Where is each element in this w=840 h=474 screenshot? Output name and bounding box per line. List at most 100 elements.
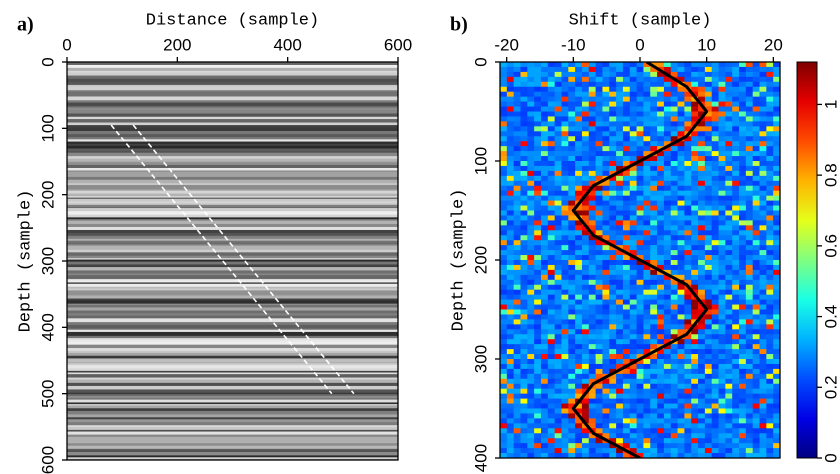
heatmap-cell bbox=[534, 67, 541, 72]
heatmap-cell bbox=[616, 116, 623, 121]
heatmap-cell bbox=[548, 240, 555, 245]
heatmap-cell bbox=[589, 112, 596, 117]
heatmap-cell bbox=[691, 310, 698, 315]
heatmap-cell bbox=[507, 300, 514, 305]
heatmap-cell bbox=[500, 389, 507, 394]
heatmap-cell bbox=[575, 250, 582, 255]
heatmap-cell bbox=[739, 418, 746, 423]
heatmap-cell bbox=[568, 260, 575, 265]
heatmap-cell bbox=[568, 250, 575, 255]
heatmap-cell bbox=[684, 314, 691, 319]
heatmap-cell bbox=[520, 310, 527, 315]
heatmap-cell bbox=[500, 448, 507, 453]
heatmap-cell bbox=[650, 112, 657, 117]
heatmap-cell bbox=[555, 394, 562, 399]
heatmap-cell bbox=[698, 235, 705, 240]
heatmap-cell bbox=[609, 423, 616, 428]
heatmap-cell bbox=[732, 270, 739, 275]
heatmap-cell bbox=[514, 270, 521, 275]
heatmap-cell bbox=[589, 201, 596, 206]
heatmap-cell bbox=[637, 240, 644, 245]
heatmap-cell bbox=[500, 443, 507, 448]
heatmap-cell bbox=[719, 102, 726, 107]
heatmap-cell bbox=[623, 240, 630, 245]
heatmap-cell bbox=[534, 121, 541, 126]
heatmap-cell bbox=[753, 161, 760, 166]
heatmap-cell bbox=[746, 275, 753, 280]
heatmap-cell bbox=[671, 305, 678, 310]
heatmap-cell bbox=[705, 92, 712, 97]
heatmap-cell bbox=[630, 399, 637, 404]
heatmap-cell bbox=[527, 349, 534, 354]
heatmap-cell bbox=[527, 399, 534, 404]
heatmap-cell bbox=[582, 399, 589, 404]
heatmap-cell bbox=[500, 384, 507, 389]
heatmap-cell bbox=[602, 112, 609, 117]
heatmap-cell bbox=[732, 176, 739, 181]
image-stripe bbox=[67, 300, 398, 304]
heatmap-cell bbox=[555, 171, 562, 176]
heatmap-cell bbox=[746, 67, 753, 72]
heatmap-cell bbox=[609, 112, 616, 117]
heatmap-cell bbox=[705, 379, 712, 384]
heatmap-cell bbox=[698, 186, 705, 191]
heatmap-cell bbox=[739, 92, 746, 97]
heatmap-cell bbox=[527, 225, 534, 230]
heatmap-cell bbox=[514, 384, 521, 389]
heatmap-cell bbox=[732, 72, 739, 77]
heatmap-cell bbox=[705, 423, 712, 428]
heatmap-cell bbox=[712, 131, 719, 136]
heatmap-cell bbox=[500, 102, 507, 107]
heatmap-cell bbox=[541, 215, 548, 220]
heatmap-cell bbox=[705, 384, 712, 389]
heatmap-cell bbox=[712, 334, 719, 339]
heatmap-cell bbox=[582, 136, 589, 141]
heatmap-cell bbox=[555, 235, 562, 240]
heatmap-cell bbox=[643, 270, 650, 275]
heatmap-cell bbox=[650, 448, 657, 453]
heatmap-cell bbox=[500, 265, 507, 270]
heatmap-cell bbox=[555, 339, 562, 344]
heatmap-cell bbox=[650, 82, 657, 87]
heatmap-cell bbox=[691, 72, 698, 77]
heatmap-cell bbox=[719, 265, 726, 270]
heatmap-cell bbox=[766, 369, 773, 374]
heatmap-cell bbox=[555, 211, 562, 216]
heatmap-cell bbox=[582, 438, 589, 443]
heatmap-cell bbox=[507, 72, 514, 77]
heatmap-cell bbox=[555, 116, 562, 121]
heatmap-cell bbox=[657, 260, 664, 265]
heatmap-cell bbox=[630, 121, 637, 126]
heatmap-cell bbox=[766, 349, 773, 354]
heatmap-cell bbox=[637, 230, 644, 235]
heatmap-cell bbox=[746, 201, 753, 206]
heatmap-cell bbox=[561, 314, 568, 319]
image-stripe bbox=[67, 227, 398, 230]
heatmap-cell bbox=[555, 156, 562, 161]
heatmap-cell bbox=[527, 394, 534, 399]
heatmap-cell bbox=[705, 418, 712, 423]
heatmap-cell bbox=[548, 324, 555, 329]
heatmap-cell bbox=[534, 305, 541, 310]
heatmap-cell bbox=[589, 260, 596, 265]
heatmap-cell bbox=[671, 423, 678, 428]
heatmap-cell bbox=[739, 211, 746, 216]
heatmap-cell bbox=[534, 220, 541, 225]
heatmap-cell bbox=[691, 280, 698, 285]
heatmap-cell bbox=[520, 359, 527, 364]
image-stripe bbox=[67, 95, 398, 97]
heatmap-cell bbox=[719, 295, 726, 300]
heatmap-cell bbox=[555, 369, 562, 374]
heatmap-cell bbox=[773, 121, 780, 126]
heatmap-cell bbox=[507, 121, 514, 126]
heatmap-cell bbox=[520, 136, 527, 141]
heatmap-cell bbox=[589, 295, 596, 300]
heatmap-cell bbox=[760, 404, 767, 409]
heatmap-cell bbox=[753, 82, 760, 87]
heatmap-cell bbox=[678, 87, 685, 92]
heatmap-cell bbox=[746, 369, 753, 374]
heatmap-cell bbox=[678, 161, 685, 166]
heatmap-cell bbox=[500, 121, 507, 126]
heatmap-cell bbox=[650, 290, 657, 295]
heatmap-cell bbox=[746, 329, 753, 334]
